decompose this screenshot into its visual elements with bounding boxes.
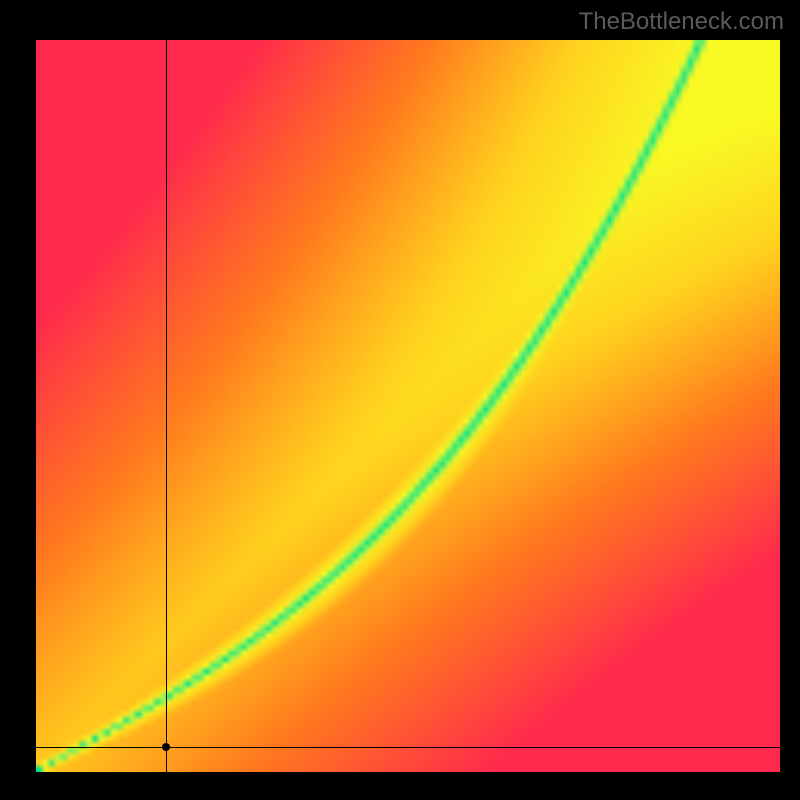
watermark-text: TheBottleneck.com: [579, 8, 784, 36]
crosshair-horizontal: [36, 747, 780, 748]
chart-container: TheBottleneck.com: [0, 0, 800, 800]
crosshair-vertical: [166, 40, 167, 772]
bottleneck-heatmap: [36, 40, 780, 772]
